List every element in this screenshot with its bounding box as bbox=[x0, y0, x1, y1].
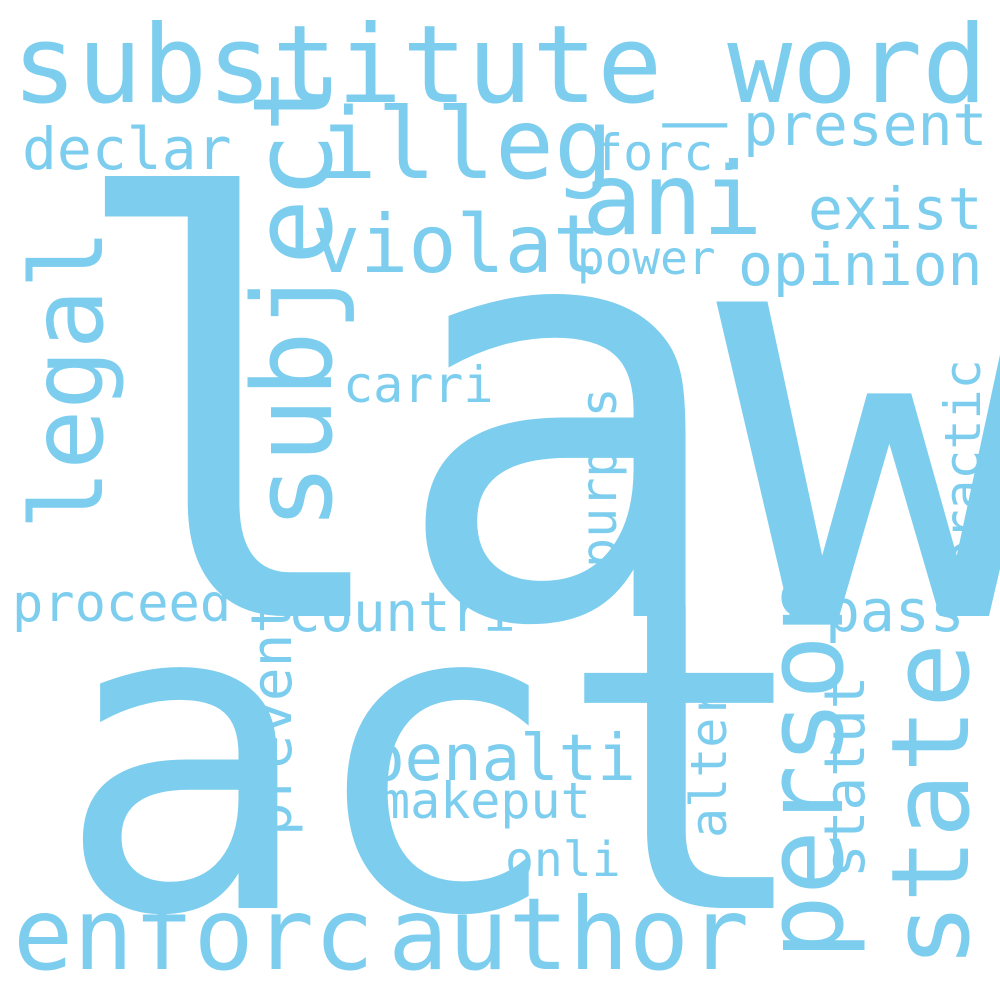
word-carri: carri bbox=[343, 356, 494, 414]
word-onli: onli bbox=[505, 832, 621, 888]
word-ani: ani bbox=[582, 141, 763, 258]
word-pass: pass bbox=[825, 577, 965, 645]
word-opinion: opinion bbox=[738, 231, 983, 299]
word-present: present bbox=[743, 91, 988, 159]
word-state: state bbox=[869, 642, 994, 968]
word-law: law bbox=[60, 82, 1000, 752]
word-countri: countri bbox=[288, 581, 516, 644]
word-practic: practic bbox=[934, 359, 992, 570]
word-act: act bbox=[55, 510, 816, 1000]
word-forc: forc. bbox=[593, 124, 744, 182]
word-subject: subject bbox=[229, 66, 357, 530]
word-violat: violat bbox=[312, 198, 601, 291]
word-declar: declar bbox=[22, 115, 232, 183]
word-alter: alter bbox=[680, 687, 738, 838]
word-substitute-word: substitute_word bbox=[12, 3, 988, 128]
word-legal: legal bbox=[9, 228, 126, 530]
word-exist: exist bbox=[808, 175, 983, 243]
word-penalti: penalti bbox=[366, 722, 636, 796]
word-purpos: purpos bbox=[570, 387, 628, 568]
word-proceed: proceed bbox=[12, 574, 232, 634]
word-statut: statut bbox=[813, 675, 878, 878]
word-illeg: illeg bbox=[318, 88, 614, 202]
word-power: power bbox=[577, 231, 716, 285]
word-prevent: prevent bbox=[240, 599, 305, 836]
word-author: author bbox=[388, 876, 750, 993]
word-enforc: enforc bbox=[13, 876, 375, 993]
word-makeput: makeput bbox=[380, 772, 591, 830]
